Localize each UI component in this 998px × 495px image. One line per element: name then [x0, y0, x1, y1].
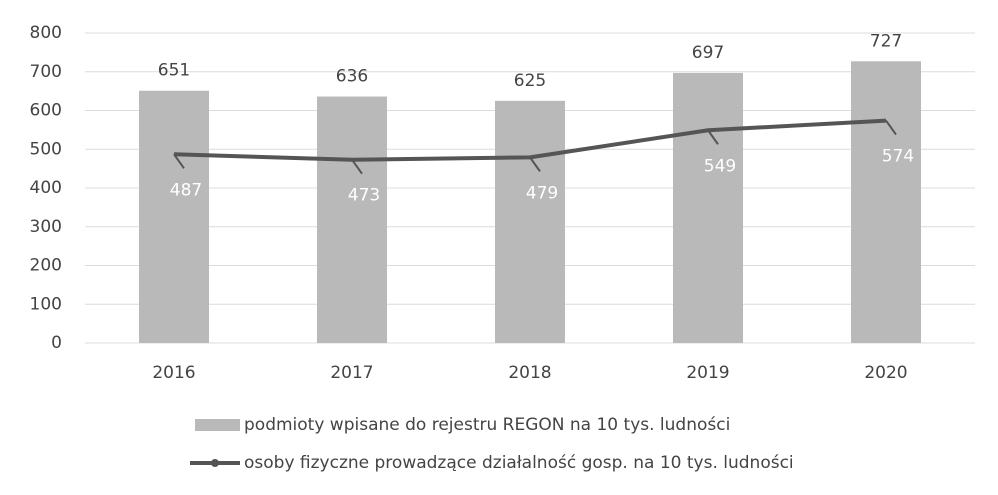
line-value-label: 479 — [526, 183, 558, 203]
line-value-label: 487 — [170, 180, 202, 200]
y-tick-label: 700 — [30, 62, 62, 82]
y-tick-label: 0 — [51, 333, 62, 353]
bar-value-label: 636 — [336, 67, 368, 87]
bar-value-label: 651 — [158, 61, 190, 81]
line-value-label: 473 — [348, 186, 380, 206]
bar — [851, 61, 921, 343]
bar — [495, 100, 565, 343]
y-tick-label: 200 — [30, 256, 62, 276]
x-tick-label: 2020 — [864, 363, 907, 383]
y-tick-label: 400 — [30, 178, 62, 198]
y-tick-label: 800 — [30, 23, 62, 43]
y-tick-label: 100 — [30, 294, 62, 314]
line — [173, 118, 887, 162]
x-tick-label: 2016 — [152, 363, 195, 383]
bar — [139, 90, 209, 343]
y-tick-label: 600 — [30, 101, 62, 121]
bar-value-label: 727 — [870, 31, 902, 51]
label-leader — [351, 159, 363, 175]
y-tick-label: 500 — [30, 139, 62, 159]
legend-swatch — [195, 419, 240, 431]
bar-value-label: 697 — [692, 43, 724, 63]
label-leader — [707, 129, 719, 145]
legend-label: osoby fizyczne prowadzące działalność go… — [244, 453, 794, 473]
line-value-label: 549 — [704, 156, 736, 176]
legend-label: podmioty wpisane do rejestru REGON na 10… — [244, 415, 730, 435]
bar-value-label: 625 — [514, 71, 546, 91]
bar — [317, 96, 387, 343]
label-leader — [529, 156, 541, 172]
bar — [673, 72, 743, 343]
label-leader — [173, 153, 185, 169]
line-value-label: 574 — [882, 147, 914, 167]
label-leader — [885, 119, 897, 136]
x-tick-label: 2017 — [330, 363, 373, 383]
legend-marker — [211, 459, 219, 467]
y-tick-label: 300 — [30, 217, 62, 237]
x-tick-label: 2018 — [508, 363, 551, 383]
x-tick-label: 2019 — [686, 363, 729, 383]
